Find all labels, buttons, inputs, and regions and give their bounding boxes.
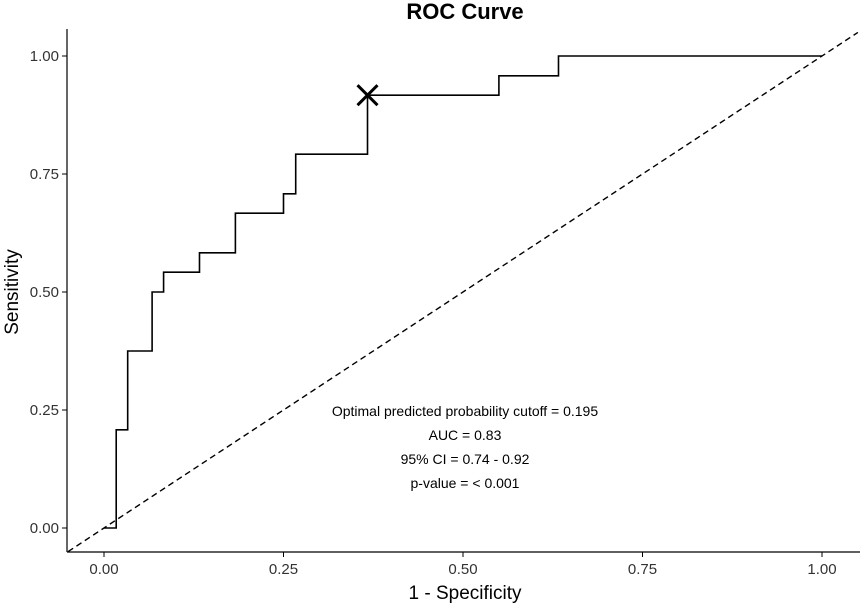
reference-diagonal-line: [67, 31, 859, 553]
y-tick-label: 0.75: [30, 166, 59, 183]
annotation-auc: AUC = 0.83: [429, 427, 502, 443]
y-tick-label: 0.25: [30, 402, 59, 419]
y-axis-title: Sensitivity: [2, 249, 23, 335]
x-axis-title: 1 - Specificity: [409, 583, 522, 604]
y-ticks: 0.00 0.25 0.50 0.75 1.00: [30, 48, 67, 537]
y-tick-label: 0.00: [30, 520, 59, 537]
y-tick-label: 1.00: [30, 48, 59, 65]
roc-curve-line: [104, 55, 822, 529]
annotation-cutoff: Optimal predicted probability cutoff = 0…: [332, 403, 599, 419]
optimal-cutoff-marker: [356, 84, 379, 107]
x-tick-label: 0.00: [89, 561, 118, 578]
stats-annotation: Optimal predicted probability cutoff = 0…: [332, 403, 599, 491]
annotation-ci: 95% CI = 0.74 - 0.92: [401, 451, 530, 467]
x-ticks: 0.00 0.25 0.50 0.75 1.00: [89, 552, 837, 578]
x-tick-label: 0.50: [448, 561, 477, 578]
chart-title: ROC Curve: [406, 0, 523, 24]
y-tick-label: 0.50: [30, 284, 59, 301]
annotation-pvalue: p-value = < 0.001: [411, 475, 520, 491]
x-tick-label: 0.75: [628, 561, 657, 578]
x-tick-label: 0.25: [269, 561, 298, 578]
x-tick-label: 1.00: [807, 561, 836, 578]
optimal-marker-stroke-2: [356, 84, 379, 107]
